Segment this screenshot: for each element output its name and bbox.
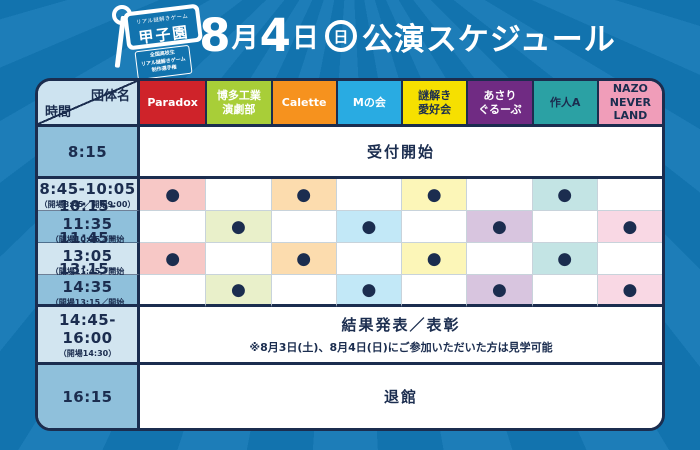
schedule-cell: ● bbox=[335, 275, 401, 307]
time-slot-1015: 10:15-11:35 （開場10:15／開始10:30） bbox=[38, 197, 140, 255]
group-header-paradox: Paradox bbox=[140, 81, 206, 127]
time-label: 13:15-14:35 bbox=[59, 260, 116, 296]
schedule-cell bbox=[205, 179, 271, 211]
schedule-cell bbox=[596, 179, 662, 211]
page-title: 8 月 4 日 日 公演スケジュール bbox=[195, 0, 620, 70]
reception-row: 受付開始 bbox=[140, 127, 662, 179]
title-text: 公演スケジュール bbox=[361, 21, 616, 58]
time-slot-1145: 11:45-13:05 （開場11:45／開始12:00） bbox=[38, 229, 140, 287]
corner-group-label: 団体名 bbox=[90, 89, 130, 104]
schedule-cell bbox=[531, 275, 597, 307]
title-month-number: 8 bbox=[199, 8, 231, 62]
group-header-asari-group: あさり ぐるーぷ bbox=[466, 81, 532, 127]
schedule-cell: ● bbox=[335, 211, 401, 243]
flag-icon: リアル謎解きゲーム 甲子園 bbox=[122, 3, 204, 51]
time-label: 14:45-16:00 bbox=[59, 310, 116, 347]
weekday-circle-badge: 日 bbox=[324, 20, 357, 52]
corner-cell: 団体名 時間 bbox=[38, 81, 140, 127]
schedule-cell bbox=[466, 243, 532, 275]
title-day-number: 4 bbox=[259, 8, 291, 62]
schedule-cell bbox=[401, 275, 467, 307]
schedule-cell: ● bbox=[401, 179, 467, 211]
schedule-cell bbox=[205, 243, 271, 275]
schedule-cell bbox=[596, 243, 662, 275]
schedule-cell: ● bbox=[140, 179, 206, 211]
time-sublabel: （開場8:45／開始9:00） bbox=[39, 199, 136, 209]
group-header-hakata-kogyo: 博多工業 演劇部 bbox=[205, 81, 271, 127]
schedule-cell bbox=[270, 211, 336, 243]
logo-subtitle-badge: 全国高校生 リアル謎解きゲーム 制作選手権 bbox=[134, 44, 193, 80]
schedule-cell: ● bbox=[531, 179, 597, 211]
group-header-nazo-never-land: NAZO NEVER LAND bbox=[596, 81, 662, 127]
reception-label: 受付開始 bbox=[366, 143, 435, 161]
time-slot-1445: 14:45-16:00 （開場14:30） bbox=[38, 307, 140, 365]
group-header-nazotoki-aikokai: 謎解き 愛好会 bbox=[401, 81, 467, 127]
time-label: 10:15-11:35 bbox=[59, 197, 116, 233]
departure-row: 退館 bbox=[140, 365, 662, 428]
schedule-cell: ● bbox=[466, 211, 532, 243]
title-month-kanji: 月 bbox=[231, 22, 259, 54]
time-label: 16:15 bbox=[62, 387, 113, 406]
schedule-cell bbox=[401, 211, 467, 243]
time-label: 8:45-10:05 bbox=[39, 179, 136, 198]
schedule-cell bbox=[466, 179, 532, 211]
time-slot-1615: 16:15 bbox=[38, 365, 140, 428]
schedule-cell: ● bbox=[531, 243, 597, 275]
event-logo: リアル謎解きゲーム 甲子園 全国高校生 リアル謎解きゲーム 制作選手権 bbox=[110, 2, 210, 80]
corner-time-label: 時間 bbox=[45, 105, 72, 120]
schedule-table: 団体名 時間 Paradox 博多工業 演劇部 Calette Mの会 謎解き … bbox=[35, 78, 665, 431]
schedule-cell: ● bbox=[466, 275, 532, 307]
time-sublabel: （開場14:30） bbox=[58, 348, 117, 358]
schedule-cell bbox=[531, 211, 597, 243]
time-slot-845: 8:45-10:05 （開場8:45／開始9:00） bbox=[38, 179, 140, 211]
schedule-cell: ● bbox=[140, 243, 206, 275]
results-label: 結果発表／表彰 bbox=[341, 316, 461, 334]
schedule-cell bbox=[335, 179, 401, 211]
departure-label: 退館 bbox=[383, 388, 418, 406]
group-header-sakuto-a: 作人A bbox=[531, 81, 597, 127]
schedule-cell: ● bbox=[205, 275, 271, 307]
schedule-cell bbox=[140, 275, 206, 307]
schedule-cell: ● bbox=[596, 275, 662, 307]
time-slot-815: 8:15 bbox=[38, 127, 140, 179]
time-label: 11:45-13:05 bbox=[59, 229, 116, 265]
schedule-cell: ● bbox=[270, 243, 336, 275]
results-row: 結果発表／表彰 ※8月3日(土)、8月4日(日)にご参加いただいた方は見学可能 bbox=[140, 307, 662, 365]
results-note: ※8月3日(土)、8月4日(日)にご参加いただいた方は見学可能 bbox=[249, 341, 553, 354]
group-header-m-no-kai: Mの会 bbox=[335, 81, 401, 127]
time-slot-1315: 13:15-14:35 （開場13:15／開始13:30） bbox=[38, 260, 140, 318]
flag-panel: リアル謎解きゲーム 甲子園 bbox=[127, 7, 199, 47]
schedule-cell bbox=[335, 243, 401, 275]
schedule-cell: ● bbox=[596, 211, 662, 243]
schedule-cell: ● bbox=[401, 243, 467, 275]
schedule-cell bbox=[140, 211, 206, 243]
time-label: 8:15 bbox=[67, 142, 108, 161]
schedule-cell bbox=[270, 275, 336, 307]
schedule-cell: ● bbox=[270, 179, 336, 211]
schedule-cell: ● bbox=[205, 211, 271, 243]
title-day-kanji: 日 bbox=[291, 22, 319, 54]
group-header-calette: Calette bbox=[270, 81, 336, 127]
